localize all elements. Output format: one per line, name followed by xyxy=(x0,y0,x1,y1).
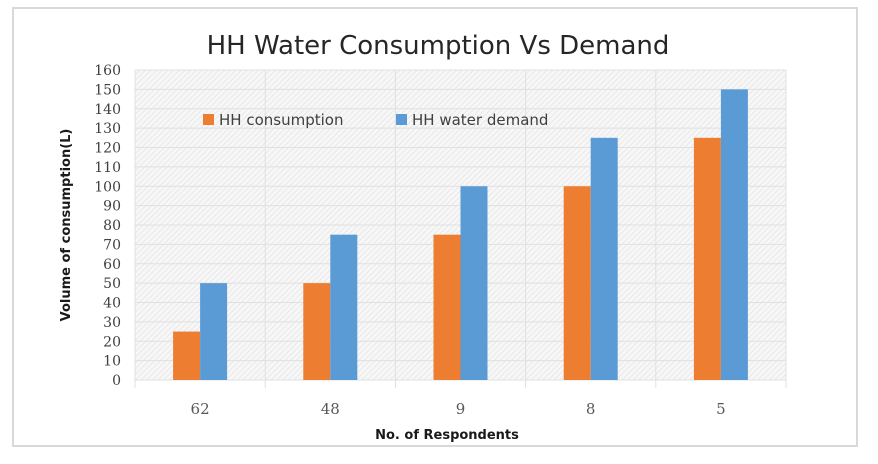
bar-demand-62 xyxy=(200,283,228,380)
y-tick-label: 60 xyxy=(103,257,121,273)
y-tick-label: 50 xyxy=(103,276,121,292)
bar-consumption-48 xyxy=(303,283,331,380)
y-tick-label: 150 xyxy=(94,82,121,98)
bar-demand-5 xyxy=(720,89,748,380)
y-tick-label: 160 xyxy=(94,63,121,79)
y-tick-label: 90 xyxy=(103,199,121,215)
bar-demand-48 xyxy=(330,234,358,380)
y-tick-label: 120 xyxy=(94,141,121,157)
x-tick-label: 5 xyxy=(716,400,726,418)
chart-title: HH Water Consumption Vs Demand xyxy=(207,31,670,61)
y-tick-label: 40 xyxy=(103,296,121,312)
x-tick-label: 62 xyxy=(191,400,210,418)
bar-demand-9 xyxy=(460,186,488,380)
legend-label: HH consumption xyxy=(219,111,343,129)
y-tick-label: 80 xyxy=(103,218,121,234)
y-axis-ticks: 0 10 20 30 40 50 60 70 80 90 100 110 120 130 140 150 160 xyxy=(94,63,121,389)
y-tick-label: 70 xyxy=(103,237,121,253)
y-tick-label: 10 xyxy=(103,354,121,370)
x-tick-label: 9 xyxy=(456,400,466,418)
y-tick-label: 0 xyxy=(112,373,121,389)
legend-label: HH water demand xyxy=(412,111,548,129)
y-tick-label: 100 xyxy=(94,179,121,195)
legend: HH consumption HH water demand xyxy=(203,111,548,129)
y-tick-label: 130 xyxy=(94,121,121,137)
legend-swatch xyxy=(396,114,407,125)
bar-consumption-9 xyxy=(433,234,461,380)
y-tick-label: 30 xyxy=(103,315,121,331)
legend-swatch xyxy=(203,114,214,125)
x-axis-label: No. of Respondents xyxy=(375,428,519,443)
bars xyxy=(173,89,748,380)
bar-demand-8 xyxy=(590,137,618,380)
x-axis-ticks: 62 48 9 8 5 xyxy=(191,400,726,418)
y-tick-label: 20 xyxy=(103,334,121,350)
y-axis-label: Volume of consumption(L) xyxy=(59,129,74,322)
bar-consumption-8 xyxy=(563,186,591,380)
bar-consumption-62 xyxy=(173,331,201,380)
x-tick-label: 48 xyxy=(321,400,340,418)
y-tick-label: 110 xyxy=(94,160,121,176)
bar-consumption-5 xyxy=(693,137,721,380)
x-tick-label: 8 xyxy=(586,400,596,418)
y-tick-label: 140 xyxy=(94,102,121,118)
